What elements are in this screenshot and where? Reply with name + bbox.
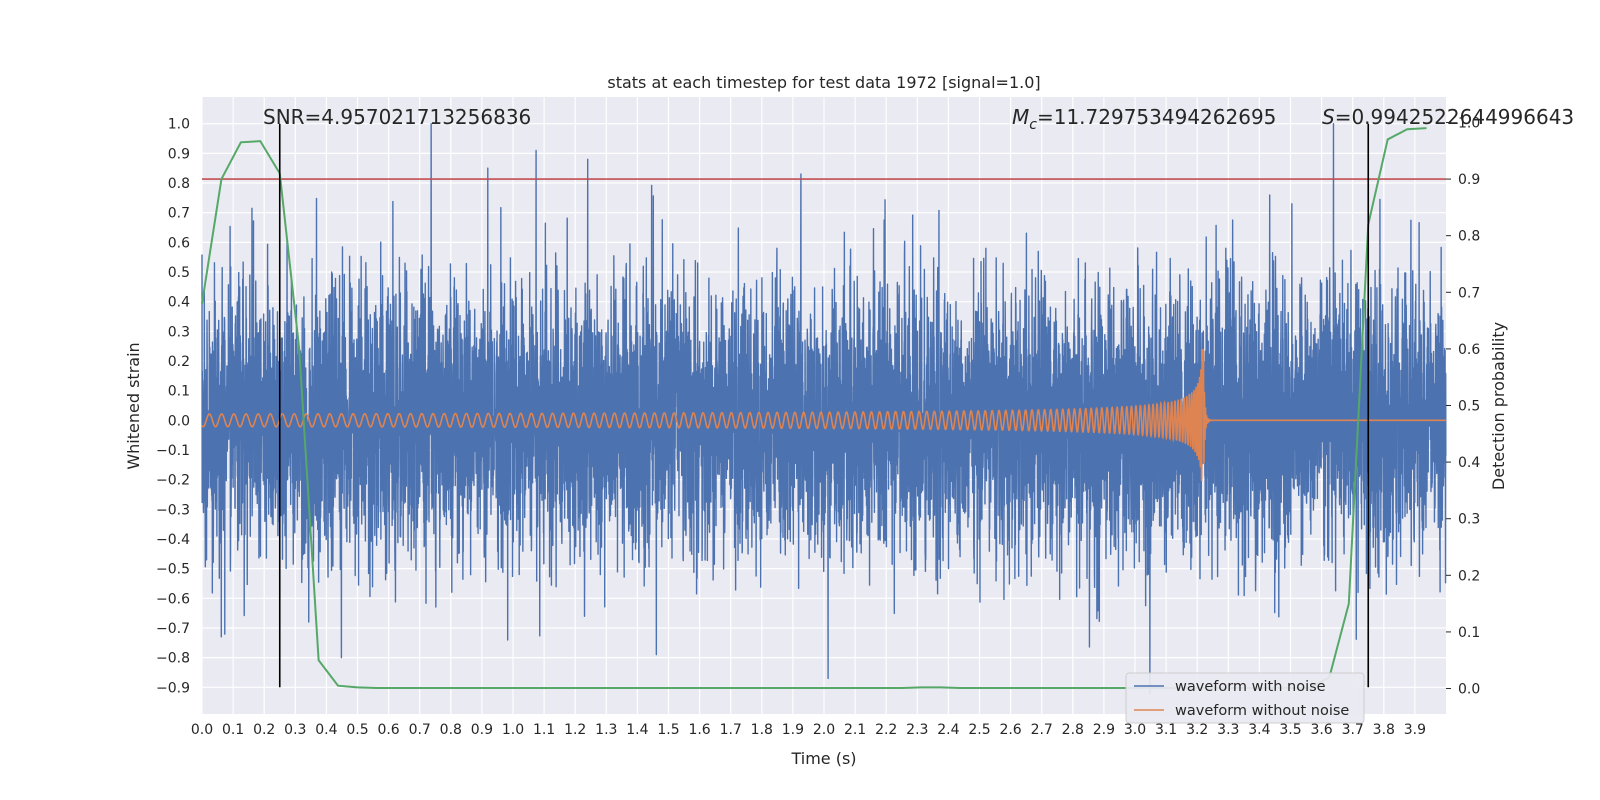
chart-title: stats at each timestep for test data 197… bbox=[607, 73, 1040, 92]
x-tick-label-30: 3.0 bbox=[1124, 722, 1146, 738]
x-tick-label-22: 2.2 bbox=[875, 722, 897, 738]
x-tick-label-1: 0.1 bbox=[222, 722, 244, 738]
y-left-tick-label-15: 0.6 bbox=[168, 235, 190, 251]
x-tick-label-32: 3.2 bbox=[1186, 722, 1208, 738]
x-tick-label-38: 3.8 bbox=[1373, 722, 1395, 738]
x-tick-label-17: 1.7 bbox=[720, 722, 742, 738]
y-right-tick-label-9: 0.9 bbox=[1458, 172, 1480, 188]
snr-annotation: SNR=4.957021713256836 bbox=[263, 105, 531, 129]
x-tick-label-35: 3.5 bbox=[1279, 722, 1301, 738]
x-tick-label-0: 0.0 bbox=[191, 722, 213, 738]
x-tick-label-33: 3.3 bbox=[1217, 722, 1239, 738]
x-tick-label-3: 0.3 bbox=[284, 722, 306, 738]
x-tick-label-20: 2.0 bbox=[813, 722, 835, 738]
clean-waveform-line bbox=[201, 348, 1446, 482]
y-right-tick-label-1: 0.1 bbox=[1458, 625, 1480, 641]
y-right-tick-label-2: 0.2 bbox=[1458, 568, 1480, 584]
x-axis-ticks: 0.0 0.1 0.2 0.3 0.4 0.5 0.6 0.7 0.8 0.9 1.0 1.1 1.2 1… bbox=[191, 722, 1426, 738]
vertical-markers bbox=[278, 123, 1370, 688]
x-tick-label-19: 1.9 bbox=[782, 722, 804, 738]
x-tick-label-24: 2.4 bbox=[937, 722, 959, 738]
x-tick-label-12: 1.2 bbox=[564, 722, 586, 738]
y-right-tick-label-7: 0.7 bbox=[1458, 285, 1480, 301]
x-tick-label-37: 3.7 bbox=[1342, 722, 1364, 738]
y-right-tick-label-0: 0.0 bbox=[1458, 682, 1480, 698]
x-tick-label-21: 2.1 bbox=[844, 722, 866, 738]
y-right-axis-ticks: 0.0 0.1 0.2 0.3 0.4 0.5 0.6 0.7 0.8 0.9 1.0 bbox=[1446, 115, 1480, 698]
y-left-tick-label-16: 0.7 bbox=[168, 206, 190, 222]
y-left-tick-label-9: 0.0 bbox=[168, 413, 190, 429]
x-tick-label-9: 0.9 bbox=[471, 722, 493, 738]
noise-waveform-line bbox=[201, 123, 1447, 694]
y-left-tick-label-12: 0.3 bbox=[168, 324, 190, 340]
chirp-mass-annotation: Mc=11.729753494262695 bbox=[1012, 105, 1276, 133]
chirp-series bbox=[201, 348, 1446, 482]
x-tick-label-29: 2.9 bbox=[1093, 722, 1115, 738]
mc-subscript: c bbox=[1029, 117, 1037, 133]
x-axis-label: Time (s) bbox=[790, 749, 856, 768]
x-tick-label-16: 1.6 bbox=[688, 722, 710, 738]
y-left-tick-label-7: −0.2 bbox=[156, 473, 190, 489]
x-tick-label-18: 1.8 bbox=[751, 722, 773, 738]
y-left-tick-label-5: −0.4 bbox=[156, 532, 190, 548]
y-right-tick-label-10: 1.0 bbox=[1458, 115, 1480, 131]
x-tick-label-15: 1.5 bbox=[657, 722, 679, 738]
y-left-tick-label-11: 0.2 bbox=[168, 354, 190, 370]
y-right-tick-label-3: 0.3 bbox=[1458, 512, 1480, 528]
x-tick-label-39: 3.9 bbox=[1404, 722, 1426, 738]
legend: waveform with noise waveform without noi… bbox=[1125, 672, 1365, 724]
score-annotation: S=0.9942522644996643 bbox=[1322, 105, 1574, 129]
x-tick-label-34: 3.4 bbox=[1248, 722, 1270, 738]
y-left-tick-label-2: −0.7 bbox=[156, 621, 190, 637]
legend-label-noise: waveform with noise bbox=[1175, 679, 1326, 695]
x-tick-label-36: 3.6 bbox=[1310, 722, 1332, 738]
y-left-tick-label-14: 0.5 bbox=[168, 265, 190, 281]
x-tick-label-5: 0.5 bbox=[346, 722, 368, 738]
legend-label-clean: waveform without noise bbox=[1175, 703, 1349, 719]
y-left-axis-label: Whitened strain bbox=[124, 342, 143, 469]
y-left-tick-label-6: −0.3 bbox=[156, 502, 190, 518]
y-left-tick-label-10: 0.1 bbox=[168, 384, 190, 400]
y-left-tick-label-8: −0.1 bbox=[156, 443, 190, 459]
y-left-tick-label-4: −0.5 bbox=[156, 562, 190, 578]
x-tick-label-10: 1.0 bbox=[502, 722, 524, 738]
s-symbol: S bbox=[1322, 105, 1335, 129]
y-right-tick-label-6: 0.6 bbox=[1458, 342, 1480, 358]
x-tick-label-4: 0.4 bbox=[315, 722, 337, 738]
x-tick-label-7: 0.7 bbox=[409, 722, 431, 738]
noise-series bbox=[201, 123, 1447, 694]
x-tick-label-31: 3.1 bbox=[1155, 722, 1177, 738]
y-right-tick-label-8: 0.8 bbox=[1458, 229, 1480, 245]
mc-symbol: M bbox=[1012, 105, 1029, 129]
x-tick-label-27: 2.7 bbox=[1031, 722, 1053, 738]
y-left-tick-label-13: 0.4 bbox=[168, 295, 190, 311]
s-value: =0.9942522644996643 bbox=[1335, 105, 1574, 129]
x-tick-label-25: 2.5 bbox=[968, 722, 990, 738]
x-tick-label-2: 0.2 bbox=[253, 722, 275, 738]
x-tick-label-23: 2.3 bbox=[906, 722, 928, 738]
x-tick-label-8: 0.8 bbox=[440, 722, 462, 738]
mc-value: =11.729753494262695 bbox=[1037, 105, 1276, 129]
y-left-axis-ticks: −0.9 −0.8 −0.7 −0.6 −0.5 −0.4 −0.3 −0.2 −0.1 0.0 0… bbox=[156, 117, 190, 697]
y-left-tick-label-17: 0.8 bbox=[168, 176, 190, 192]
x-tick-label-11: 1.1 bbox=[533, 722, 555, 738]
y-left-tick-label-0: −0.9 bbox=[156, 680, 190, 696]
x-tick-label-28: 2.8 bbox=[1062, 722, 1084, 738]
y-left-tick-label-19: 1.0 bbox=[168, 117, 190, 133]
y-right-tick-label-4: 0.4 bbox=[1458, 455, 1480, 471]
x-tick-label-26: 2.6 bbox=[999, 722, 1021, 738]
y-left-tick-label-1: −0.8 bbox=[156, 651, 190, 667]
x-tick-label-6: 0.6 bbox=[377, 722, 399, 738]
x-tick-label-14: 1.4 bbox=[626, 722, 648, 738]
y-right-axis-label: Detection probability bbox=[1489, 322, 1508, 490]
y-left-tick-label-3: −0.6 bbox=[156, 591, 190, 607]
x-tick-label-13: 1.3 bbox=[595, 722, 617, 738]
y-right-tick-label-5: 0.5 bbox=[1458, 399, 1480, 415]
legend-box bbox=[1125, 672, 1365, 724]
y-left-tick-label-18: 0.9 bbox=[168, 146, 190, 162]
